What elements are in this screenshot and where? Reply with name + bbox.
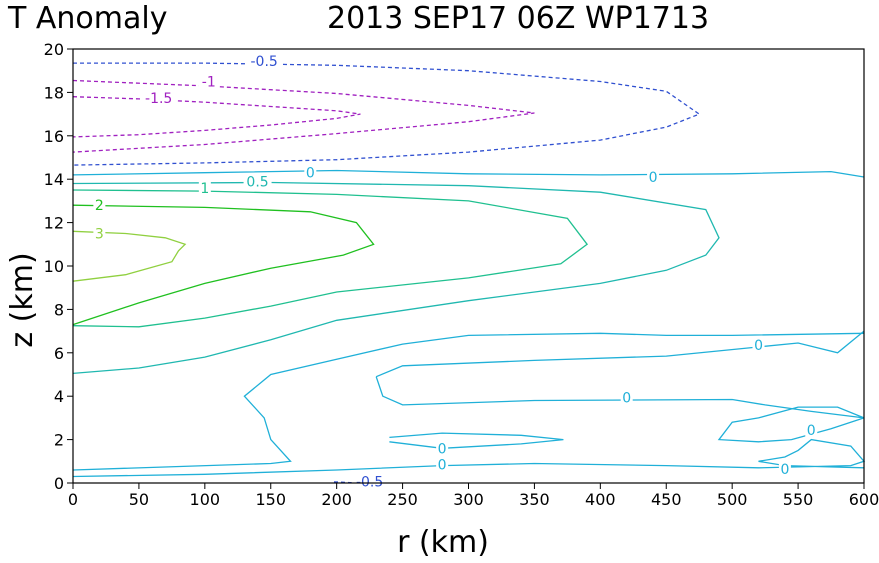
- contour-line-10: [375, 376, 865, 419]
- contour-line-4: [72, 169, 865, 178]
- contour-line-6: [72, 189, 589, 328]
- contour-label-2-0: -0.5: [250, 54, 277, 70]
- y-tick-label-4: 8: [54, 300, 64, 319]
- contour-line-8: [72, 230, 187, 282]
- x-tick-label-8: 400: [585, 490, 616, 509]
- plot-frame: [72, 48, 865, 484]
- contour-label-bg-11-0: [805, 421, 818, 437]
- contour-label-11-0: 0: [807, 423, 816, 439]
- contour-line-7: [72, 204, 375, 326]
- contour-label-bg-9-0: [752, 337, 765, 353]
- contour-label-4-0: 0: [306, 166, 315, 182]
- contour-label-bg-8-0: [93, 225, 106, 241]
- contour-label-bg-4-0: [304, 164, 317, 180]
- x-tick-label-12: 600: [849, 490, 879, 509]
- contour-lines: [72, 62, 866, 484]
- contour-line-11: [717, 406, 865, 443]
- contour-line-1: [72, 79, 535, 153]
- contour-line-0: [72, 96, 361, 138]
- y-tick-label-3: 6: [54, 344, 64, 363]
- contour-label-7-0: 2: [95, 198, 104, 214]
- x-tick-label-3: 150: [255, 490, 286, 509]
- x-tick-label-6: 300: [453, 490, 484, 509]
- x-tick-label-10: 500: [717, 490, 748, 509]
- contour-label-bg-5-0: [243, 173, 272, 189]
- contour-label-4-1: 0: [649, 170, 658, 186]
- y-tick-label-9: 18: [44, 83, 64, 102]
- y-tick-label-1: 2: [54, 431, 64, 450]
- y-tick-label-6: 12: [44, 214, 64, 233]
- contour-label-3-0: -0.5: [356, 474, 383, 490]
- contour-line-5: [72, 181, 720, 375]
- contour-label-bg-0-0: [140, 89, 177, 105]
- contour-line-12: [389, 432, 564, 449]
- x-tick-label-11: 550: [783, 490, 814, 509]
- x-tick-label-1: 50: [129, 490, 149, 509]
- contour-label-bg-14-1: [778, 460, 791, 476]
- x-tick-label-9: 450: [651, 490, 682, 509]
- contour-line-13: [72, 332, 865, 471]
- contour-label-bg-12-0: [436, 440, 449, 456]
- chart-title-right: 2013 SEP17 06Z WP1713: [327, 1, 709, 36]
- contour-label-bg-2-0: [246, 52, 283, 68]
- x-tick-label-7: 350: [519, 490, 550, 509]
- plot-axes: 0 50 100 150 200 250 300 350 400 450 500 550 6000246…: [44, 40, 879, 509]
- x-tick-label-2: 100: [190, 490, 221, 509]
- contour-label-8-0: 3: [95, 226, 104, 242]
- y-axis-label: z (km): [5, 252, 40, 347]
- x-tick-label-4: 200: [321, 490, 352, 509]
- contour-label-14-0: 0: [438, 458, 447, 474]
- contour-label-5-0: 0.5: [246, 174, 268, 190]
- contour-label-9-0: 0: [754, 338, 763, 354]
- y-tick-label-8: 16: [44, 127, 64, 146]
- contour-label-10-0: 0: [622, 390, 631, 406]
- contour-label-bg-6-0: [198, 179, 211, 195]
- y-tick-label-2: 4: [54, 387, 64, 406]
- y-tick-label-10: 20: [44, 40, 64, 59]
- contour-label-bg-14-0: [436, 456, 449, 472]
- contour-label-0-0: -1.5: [145, 91, 172, 107]
- contour-line-14: [72, 438, 866, 478]
- contour-label-6-0: 1: [200, 181, 209, 197]
- contour-label-12-0: 0: [438, 441, 447, 457]
- x-tick-label-5: 250: [387, 490, 418, 509]
- y-tick-label-5: 10: [44, 257, 64, 276]
- contour-label-bg-3-0: [351, 473, 388, 489]
- contour-label-14-1: 0: [780, 462, 789, 478]
- contour-line-9: [375, 330, 865, 378]
- contour-label-bg-4-1: [647, 169, 660, 185]
- contour-label-bg-1-0: [198, 73, 219, 89]
- contour-label-bg-7-0: [93, 197, 106, 213]
- contour-label-1-0: -1: [202, 75, 216, 91]
- x-tick-label-0: 0: [68, 490, 78, 509]
- chart-title-left: T Anomaly: [7, 1, 167, 36]
- y-tick-label-7: 14: [44, 170, 64, 189]
- x-axis-label: r (km): [397, 525, 489, 559]
- contour-label-bg-10-0: [620, 389, 633, 405]
- contour-line-2: [72, 62, 701, 166]
- y-tick-label-0: 0: [54, 474, 64, 493]
